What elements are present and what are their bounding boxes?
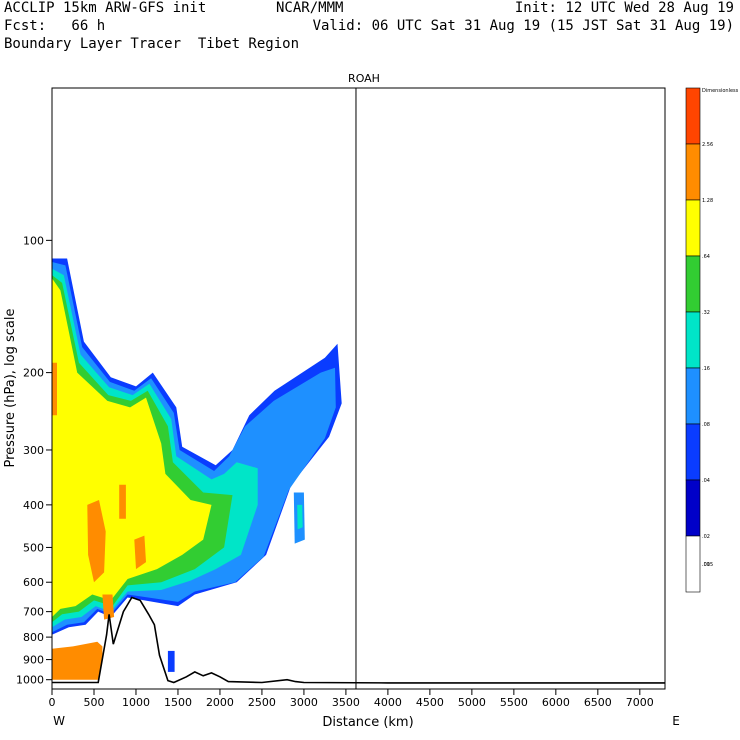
terrain-mask	[52, 597, 665, 689]
x-tick-label: 0	[49, 696, 56, 709]
tracer-contour-8	[119, 484, 126, 519]
x-tick-label: 500	[83, 696, 104, 709]
y-tick-label: 200	[23, 367, 44, 380]
colorbar-level-label: .08	[702, 422, 710, 428]
y-tick-label: 900	[23, 654, 44, 667]
colorbar-swatch	[685, 143, 701, 201]
tracer-fills	[52, 258, 342, 680]
x-tick-label: 1000	[122, 696, 150, 709]
header-right-line2: Valid: 06 UTC Sat 31 Aug 19 (15 JST Sat …	[312, 18, 734, 34]
colorbar-swatch	[685, 535, 701, 593]
y-axis-label: Pressure (hPa), log scale	[3, 309, 18, 468]
header-left-line3: Boundary Layer Tracer Tibet Region	[4, 36, 300, 52]
header-right-line1: Init: 12 UTC Wed 28 Aug 19	[514, 0, 734, 16]
plot-frame	[51, 87, 666, 690]
header-left-line1: ACCLIP 15km ARW-GFS init	[4, 0, 207, 16]
x-tick-label: 4000	[374, 696, 402, 709]
colorbar-swatch	[685, 479, 701, 537]
tracer-contour-10	[102, 594, 115, 620]
colorbar-swatch	[685, 87, 701, 145]
colorbar-level-label: .64	[702, 254, 710, 260]
x-tick-label: 1500	[164, 696, 192, 709]
colorbar-level-label: .01	[702, 562, 710, 568]
tracer-contour-9	[134, 535, 146, 570]
terrain-line	[52, 596, 665, 684]
x-tick-label: 2500	[248, 696, 276, 709]
y-tick-label: 400	[23, 499, 44, 512]
y-tick-label: 800	[23, 631, 44, 644]
tracer-contour-6	[87, 500, 106, 583]
header-left-line2: Fcst: 66 h	[4, 18, 106, 34]
y-tick-label: 600	[23, 576, 44, 589]
colorbar-level-label: 1.28	[702, 198, 713, 204]
x-tick-label: 2000	[206, 696, 234, 709]
colorbar-swatch	[685, 311, 701, 369]
chart-title: ROAH	[348, 72, 380, 85]
colorbar-level-label: .16	[702, 366, 710, 372]
colorbar-level-label: .02	[702, 534, 710, 540]
y-tick-label: 500	[23, 541, 44, 554]
y-tick-label: 100	[23, 234, 44, 247]
tracer-contour-12	[297, 504, 303, 530]
tracer-contour-7	[52, 362, 57, 416]
x-tick-label: 4500	[416, 696, 444, 709]
header-center-line1: NCAR/MMM	[276, 0, 344, 16]
colorbar-level-label: .005	[702, 562, 713, 568]
colorbar-swatch	[685, 423, 701, 481]
x-end-left-label: W	[53, 714, 65, 728]
colorbar-level-label: 2.56	[702, 142, 713, 148]
x-tick-label: 7000	[626, 696, 654, 709]
y-tick-label: 300	[23, 444, 44, 457]
x-tick-label: 3000	[290, 696, 318, 709]
colorbar-header: Dimensionless	[702, 88, 739, 94]
tracer-contour-5	[52, 641, 103, 680]
y-tick-label: 1000	[16, 674, 44, 687]
colorbar-swatch	[685, 367, 701, 425]
colorbar-swatch	[685, 199, 701, 257]
x-tick-label: 5000	[458, 696, 486, 709]
colorbar-level-label: .04	[702, 478, 710, 484]
y-tick-label: 700	[23, 606, 44, 619]
x-tick-label: 5500	[500, 696, 528, 709]
x-end-right-label: E	[672, 714, 680, 728]
colorbar: Dimensionless 2.56 1.28 .64 .32 .16 .08 .04 .02.…	[685, 87, 739, 593]
x-axis-label: Distance (km)	[322, 715, 413, 730]
x-tick-label: 6000	[542, 696, 570, 709]
x-tick-label: 3500	[332, 696, 360, 709]
axis-ticks: 0 500 1000 1500 2000 2500 3000 3500 4000 4500 5000…	[16, 234, 654, 709]
tracer-contour-13	[167, 650, 175, 672]
colorbar-swatch	[685, 255, 701, 313]
terrain-group	[52, 596, 665, 689]
colorbar-level-label: .32	[702, 310, 710, 316]
x-tick-label: 6500	[584, 696, 612, 709]
